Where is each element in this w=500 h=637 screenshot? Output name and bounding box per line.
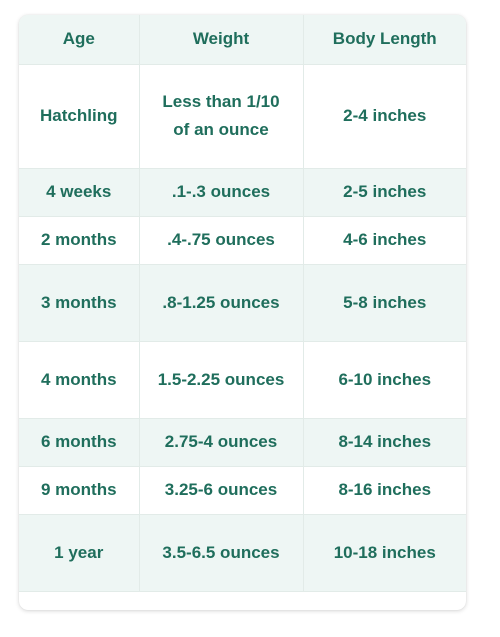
cell-age: 4 weeks — [19, 168, 140, 217]
cell-weight: .8-1.25 ounces — [139, 264, 304, 342]
table-row: 1 year 3.5-6.5 ounces 10-18 inches — [19, 514, 466, 592]
table-row: Hatchling Less than 1/10 of an ounce 2-4… — [19, 64, 466, 169]
cell-length: 4-6 inches — [303, 216, 466, 265]
cell-length: 8-14 inches — [303, 418, 466, 467]
table-row: 9 months 3.25-6 ounces 8-16 inches — [19, 466, 466, 515]
table-row: 3 months .8-1.25 ounces 5-8 inches — [19, 264, 466, 342]
table-header-row: Age Weight Body Length — [19, 15, 466, 65]
cell-weight: 3.5-6.5 ounces — [139, 514, 304, 592]
cell-weight: Less than 1/10 of an ounce — [139, 64, 304, 169]
cell-age: 1 year — [19, 514, 140, 592]
cell-weight: .4-.75 ounces — [139, 216, 304, 265]
table-row: 4 weeks .1-.3 ounces 2-5 inches — [19, 168, 466, 217]
header-age: Age — [19, 15, 140, 65]
growth-table: Age Weight Body Length Hatchling Less th… — [19, 15, 466, 592]
cell-age: 6 months — [19, 418, 140, 467]
cell-weight: .1-.3 ounces — [139, 168, 304, 217]
table-row: 6 months 2.75-4 ounces 8-14 inches — [19, 418, 466, 467]
cell-length: 6-10 inches — [303, 341, 466, 419]
table-row: 4 months 1.5-2.25 ounces 6-10 inches — [19, 341, 466, 419]
cell-weight: 3.25-6 ounces — [139, 466, 304, 515]
cell-length: 8-16 inches — [303, 466, 466, 515]
cell-age: Hatchling — [19, 64, 140, 169]
cell-length: 10-18 inches — [303, 514, 466, 592]
cell-length: 2-5 inches — [303, 168, 466, 217]
cell-age: 2 months — [19, 216, 140, 265]
cell-age: 4 months — [19, 341, 140, 419]
cell-age: 9 months — [19, 466, 140, 515]
cell-weight: 1.5-2.25 ounces — [139, 341, 304, 419]
header-weight: Weight — [139, 15, 304, 65]
header-body-length: Body Length — [303, 15, 466, 65]
cell-length: 2-4 inches — [303, 64, 466, 169]
table-row: 2 months .4-.75 ounces 4-6 inches — [19, 216, 466, 265]
cell-age: 3 months — [19, 264, 140, 342]
cell-weight: 2.75-4 ounces — [139, 418, 304, 467]
growth-table-card: Age Weight Body Length Hatchling Less th… — [19, 15, 466, 610]
cell-length: 5-8 inches — [303, 264, 466, 342]
